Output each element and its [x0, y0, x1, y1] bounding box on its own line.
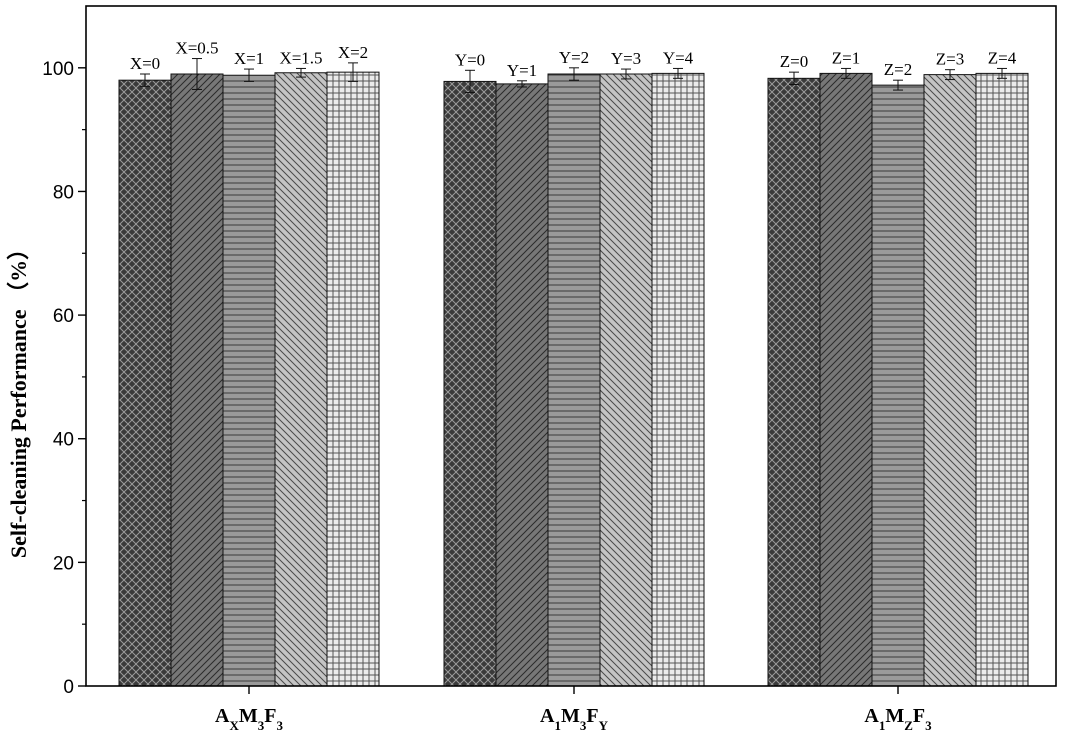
- bar: [274, 72, 328, 687]
- y-tick-label: 0: [63, 677, 74, 698]
- bar: [651, 72, 705, 687]
- y-tick-label: 40: [53, 430, 74, 451]
- bar: [819, 72, 873, 687]
- bar: [170, 73, 224, 687]
- x-group-label: A1M3FY: [540, 705, 609, 733]
- bar-label: Y=2: [559, 48, 589, 67]
- bar: [599, 73, 653, 687]
- bar: [326, 71, 380, 687]
- bar-label: Y=0: [455, 50, 485, 69]
- bar-label: Y=4: [663, 48, 694, 67]
- bar-label: Y=1: [507, 61, 537, 80]
- bar: [923, 74, 977, 687]
- bar-label: X=0.5: [175, 39, 218, 58]
- bar: [495, 83, 549, 687]
- bars-layer: [118, 71, 1029, 687]
- bar: [443, 80, 497, 687]
- bar-label: Z=3: [936, 50, 964, 69]
- y-axis-title: Self-cleaning Performance （%）: [6, 238, 31, 558]
- bar: [975, 72, 1029, 687]
- x-group-label: AXM3F3: [215, 705, 283, 733]
- bar-label: X=0: [130, 54, 160, 73]
- bar-label: X=2: [338, 43, 368, 62]
- bar: [871, 84, 925, 687]
- plot-frame: [85, 5, 1057, 687]
- y-tick-label: 100: [42, 59, 74, 80]
- bar: [118, 79, 172, 687]
- bar: [767, 77, 821, 687]
- bar-label: X=1.5: [279, 48, 322, 67]
- bar: [222, 74, 276, 687]
- error-bars-layer: [140, 58, 1007, 94]
- bar-label: Z=0: [780, 52, 808, 71]
- y-tick-label: 60: [53, 306, 74, 327]
- y-axis: 0 20 40 60 80 100: [42, 59, 86, 698]
- bar-label: Z=4: [988, 48, 1017, 67]
- y-tick-label: 20: [53, 553, 74, 574]
- bar-label: Z=1: [832, 48, 860, 67]
- bar-label: X=1: [234, 49, 264, 68]
- x-axis: AXM3F3 A1M3FY A1MZF3: [215, 686, 932, 733]
- bar-label: Z=2: [884, 60, 912, 79]
- bar: [547, 73, 601, 687]
- y-tick-label: 80: [53, 182, 74, 203]
- bar-label: Y=3: [611, 49, 641, 68]
- x-group-label: A1MZF3: [864, 705, 932, 733]
- bar-labels-layer: X=0 X=0.5 X=1 X=1.5 X=2 Y=0 Y=1 Y=2 Y=3 Y=4 Z=0 Z=1…: [130, 39, 1017, 80]
